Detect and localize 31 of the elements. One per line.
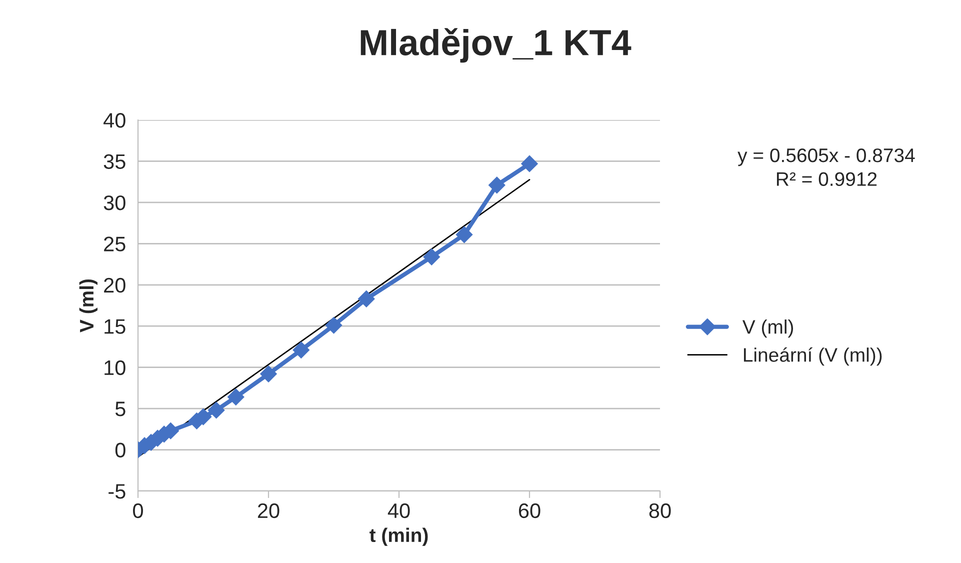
x-axis-title: t (min) bbox=[370, 528, 428, 546]
x-tick-label: 40 bbox=[388, 503, 410, 518]
y-tick-label: 25 bbox=[104, 236, 126, 252]
x-tick-label: 60 bbox=[518, 503, 540, 518]
y-tick-label: 20 bbox=[104, 278, 126, 293]
point bbox=[456, 226, 473, 243]
legend-label: V (ml) bbox=[742, 320, 794, 338]
point bbox=[423, 248, 440, 266]
point bbox=[228, 388, 244, 406]
y-tick-label: 40 bbox=[104, 113, 126, 128]
x-tick-label: 0 bbox=[133, 503, 143, 518]
point bbox=[488, 176, 506, 194]
y-tick-label: 30 bbox=[104, 195, 126, 210]
y-tick-label: 5 bbox=[115, 402, 126, 416]
x-tick-label: 20 bbox=[258, 503, 280, 518]
point bbox=[208, 402, 225, 419]
y-tick-label: 15 bbox=[104, 319, 126, 334]
point bbox=[358, 290, 375, 308]
y-axis-title: V (ml) bbox=[79, 279, 98, 332]
point bbox=[521, 155, 538, 172]
point bbox=[260, 366, 277, 382]
text: y = 0.5605x - 0.8734 R² = 0.9912 bbox=[738, 148, 915, 186]
y-tick-label: 35 bbox=[104, 154, 126, 169]
y-tick-label: 10 bbox=[104, 360, 126, 376]
point bbox=[325, 316, 342, 334]
y-tick-label: -5 bbox=[108, 484, 126, 499]
legend-label: Lineární (V (ml)) bbox=[744, 347, 882, 366]
point bbox=[292, 342, 310, 358]
chart-title: Mladějov_1 KT4 bbox=[360, 28, 632, 63]
y-tick-label: 0 bbox=[115, 442, 126, 458]
x-tick-label: 80 bbox=[649, 503, 671, 518]
